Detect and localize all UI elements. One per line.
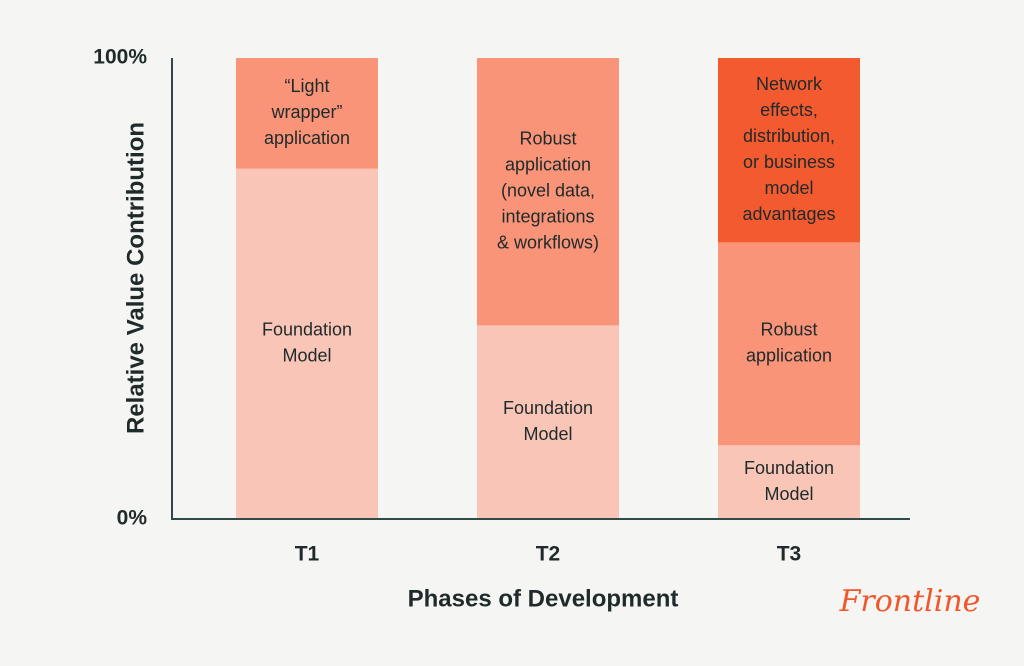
x-tick-label: T1 (295, 543, 320, 566)
y-tick-label: 100% (93, 46, 147, 69)
logo: Frontline (839, 584, 981, 619)
segment-label: Model (282, 346, 331, 366)
segment-label: Robust (519, 128, 576, 148)
segment-label: application (264, 128, 350, 148)
segment-label: or business (743, 152, 835, 172)
segment-label: Model (523, 424, 572, 444)
segment-label: Foundation (744, 458, 834, 478)
y-axis-title: Relative Value Contribution (122, 122, 149, 434)
segment-label: (novel data, (501, 180, 595, 200)
bar-segment (718, 445, 860, 519)
segment-label: Foundation (262, 320, 352, 340)
x-tick-label: T2 (536, 543, 561, 566)
segment-label: integrations (501, 206, 594, 226)
segment-label: distribution, (743, 126, 835, 146)
segment-label: Robust (760, 320, 817, 340)
segment-label: Foundation (503, 398, 593, 418)
segment-label: advantages (742, 204, 835, 224)
segment-label: application (505, 154, 591, 174)
segment-label: “Light (284, 76, 329, 96)
x-tick-label: T3 (777, 543, 802, 566)
bar-segment (236, 58, 378, 169)
segment-label: application (746, 346, 832, 366)
segment-label: model (764, 178, 813, 198)
segment-label: Network (756, 74, 823, 94)
y-tick-label: 0% (117, 507, 148, 530)
bar-segment (477, 325, 619, 519)
x-axis-title: Phases of Development (408, 585, 679, 612)
segment-label: Model (764, 484, 813, 504)
bar-segment (236, 168, 378, 519)
segment-label: & workflows) (497, 232, 599, 252)
segment-label: effects, (760, 100, 818, 120)
bar-segment (718, 242, 860, 446)
bar-segment (718, 58, 860, 243)
bar-segment (477, 58, 619, 326)
segment-label: wrapper” (270, 102, 342, 122)
